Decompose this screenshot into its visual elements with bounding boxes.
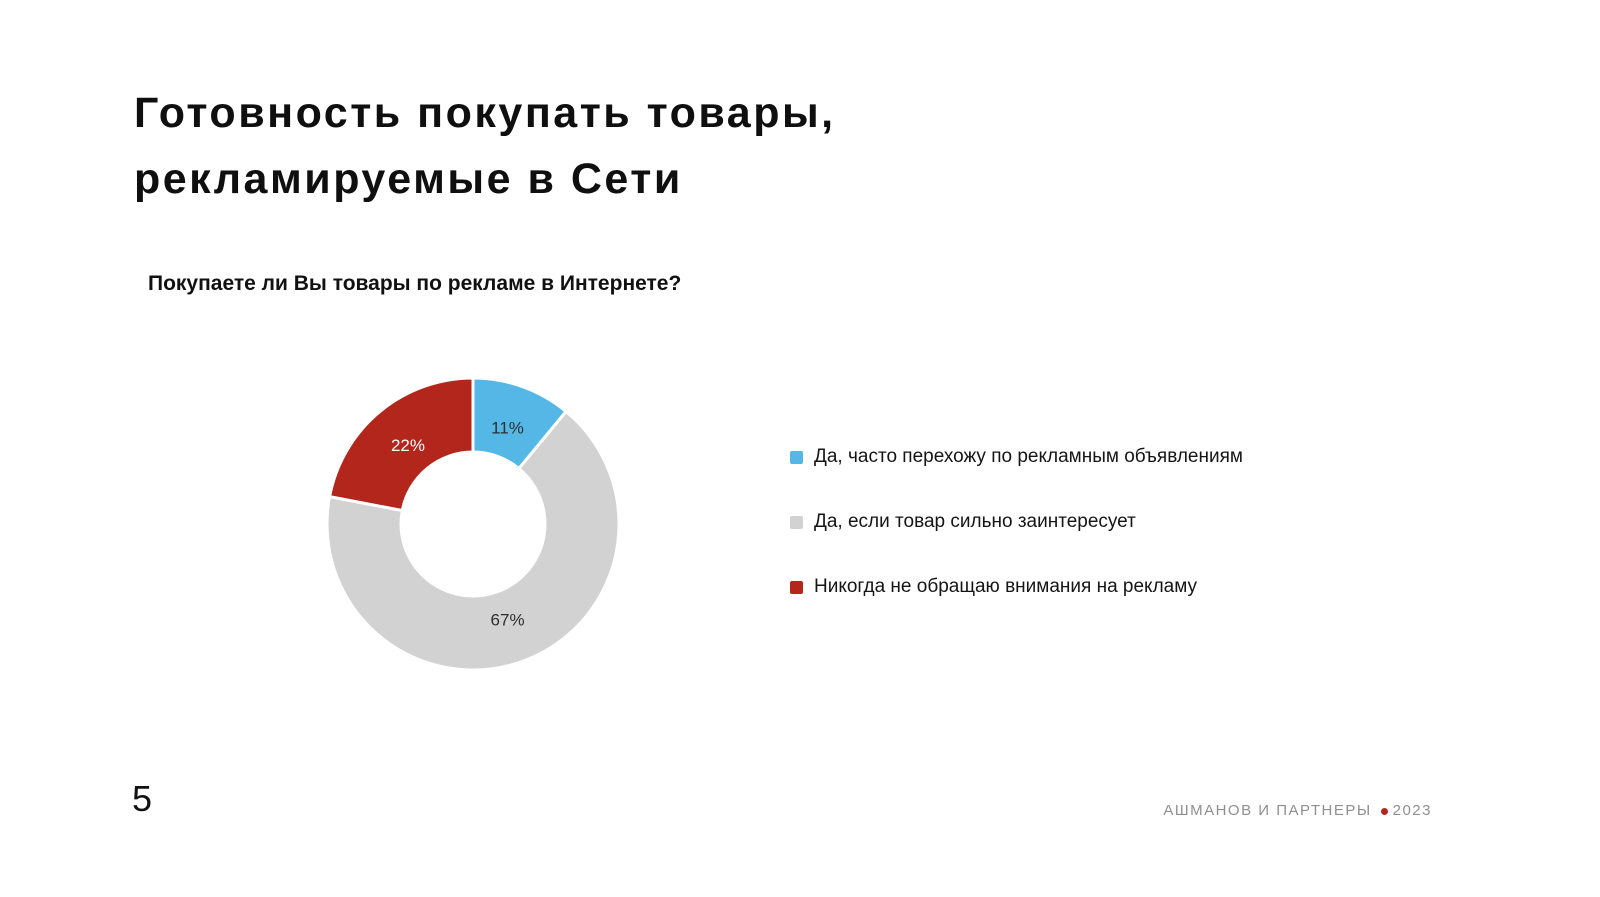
brand-name: АШМАНОВ И ПАРТНЕРЫ — [1163, 802, 1372, 819]
donut-segment-value: 22% — [391, 436, 425, 455]
page-number: 5 — [132, 778, 153, 819]
legend-label: Да, если товар сильно заинтересует — [814, 511, 1136, 532]
chart-legend: Да, часто перехожу по рекламным объявлен… — [790, 446, 1243, 641]
page-title-line2: рекламируемые в Сети — [134, 155, 683, 203]
legend-label: Да, часто перехожу по рекламным объявлен… — [814, 446, 1243, 467]
legend-swatch-icon — [790, 515, 803, 529]
legend-swatch-icon — [790, 450, 803, 464]
legend-item: Да, если товар сильно заинтересует — [790, 511, 1243, 533]
donut-segment — [328, 376, 475, 513]
page-title: Готовность покупать товары, рекламируемы… — [134, 80, 836, 212]
legend-item: Да, часто перехожу по рекламным объявлен… — [790, 446, 1243, 468]
page-title-line1: Готовность покупать товары, — [134, 89, 836, 137]
legend-label: Никогда не обращаю внимания на рекламу — [814, 576, 1198, 597]
donut-segment — [325, 410, 621, 672]
donut-chart: 11% 67% 22% — [325, 376, 621, 672]
chart-question: Покупаете ли Вы товары по рекламе в Инте… — [148, 272, 682, 295]
legend-item: Никогда не обращаю внимания на рекламу — [790, 576, 1243, 598]
footer-year: 2023 — [1392, 802, 1432, 819]
donut-segment-value: 11% — [491, 419, 524, 438]
brand-dot-icon — [1380, 807, 1388, 815]
legend-swatch-icon — [790, 580, 803, 594]
footer-brand: АШМАНОВ И ПАРТНЕРЫ 2023 — [1163, 802, 1432, 819]
donut-segment-value: 67% — [491, 610, 525, 629]
